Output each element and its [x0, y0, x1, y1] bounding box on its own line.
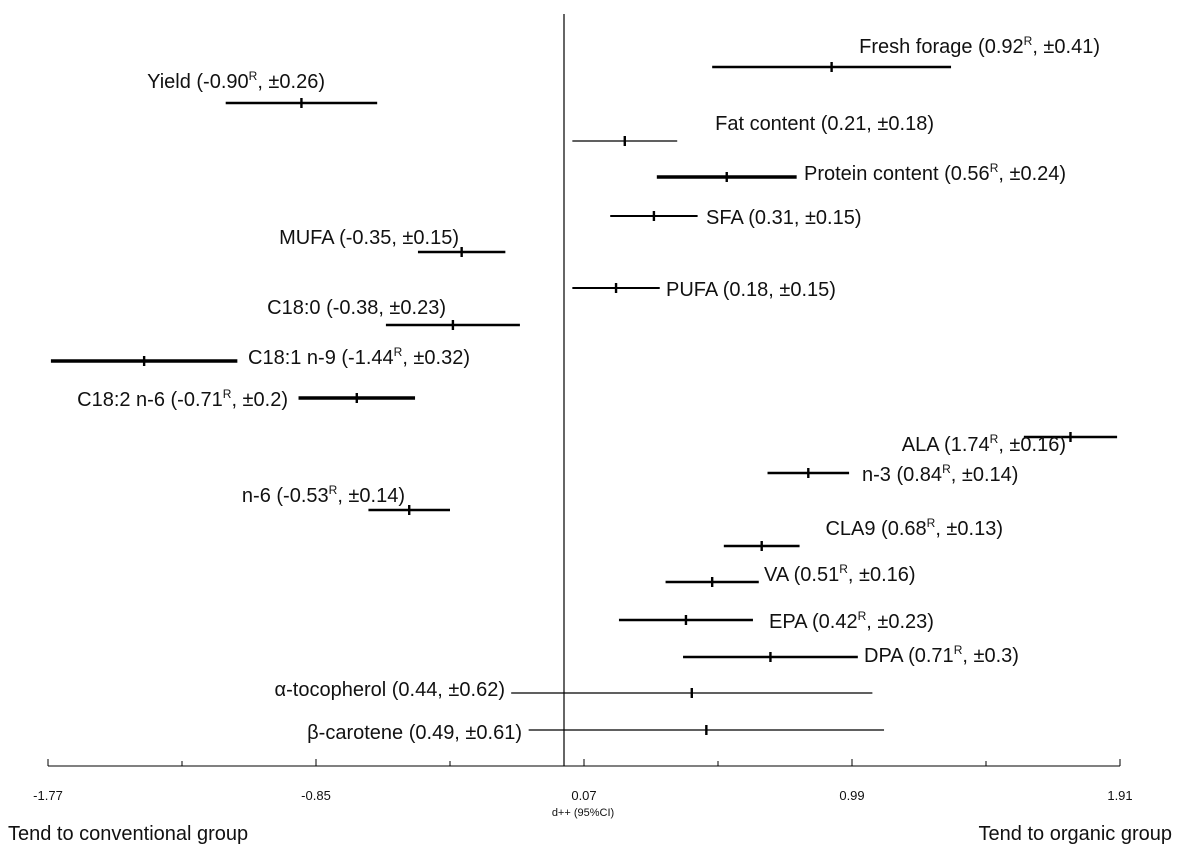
label-text: β-carotene (0.49, ±0.61) [307, 722, 522, 744]
row-label: CLA9 (0.68R, ±0.13) [825, 516, 1003, 540]
row-n-6: n-6 (-0.53R, ±0.14) [242, 483, 450, 515]
sup-mark: R [223, 387, 232, 401]
row-c18-0: C18:0 (-0.38, ±0.23) [267, 297, 520, 330]
sup-mark: R [990, 161, 999, 175]
sup-mark: R [927, 516, 936, 530]
label-text: Protein content (0.56 [804, 163, 990, 185]
row-dpa: DPA (0.71R, ±0.3) [683, 643, 1019, 667]
row-label: Yield (-0.90R, ±0.26) [147, 69, 325, 93]
label-text: Fat content (0.21, ±0.18) [715, 113, 934, 135]
label-text: EPA (0.42 [769, 611, 858, 633]
x-tick-label: 0.99 [839, 788, 864, 803]
label-text: DPA (0.71 [864, 645, 954, 667]
row-sfa: SFA (0.31, ±0.15) [610, 207, 862, 229]
x-axis-label: d++ (95%CI) [552, 807, 614, 819]
row-fresh-forage: Fresh forage (0.92R, ±0.41) [712, 34, 1100, 72]
label-end: , ±0.13) [935, 518, 1003, 540]
x-tick-label: -1.77 [33, 788, 63, 803]
x-axis-tick-labels: -1.77 -0.85 0.07 0.99 1.91 [33, 788, 1132, 803]
row-epa: EPA (0.42R, ±0.23) [618, 609, 934, 633]
label-end: , ±0.23) [866, 611, 934, 633]
row-label: Fresh forage (0.92R, ±0.41) [859, 34, 1100, 58]
sup-mark: R [858, 609, 867, 623]
label-text: Yield (-0.90 [147, 71, 249, 93]
label-end: , ±0.2) [231, 389, 288, 411]
right-caption: Tend to organic group [979, 823, 1172, 845]
row-label: DPA (0.71R, ±0.3) [864, 643, 1019, 667]
row-cla9: CLA9 (0.68R, ±0.13) [723, 516, 1003, 551]
label-text: C18:0 (-0.38, ±0.23) [267, 297, 446, 319]
label-end: , ±0.24) [998, 163, 1066, 185]
label-end: , ±0.14) [951, 464, 1019, 486]
x-tick-label: 0.07 [571, 788, 596, 803]
label-text: n-6 (-0.53 [242, 485, 329, 507]
row-fat-content: Fat content (0.21, ±0.18) [572, 113, 934, 146]
row-yield: Yield (-0.90R, ±0.26) [147, 69, 378, 108]
row-pufa: PUFA (0.18, ±0.15) [572, 279, 836, 301]
label-text: α-tocopherol (0.44, ±0.62) [275, 679, 505, 701]
sup-mark: R [249, 69, 258, 83]
row-c18-2-n-6: C18:2 n-6 (-0.71R, ±0.2) [77, 387, 416, 411]
row-n-3: n-3 (0.84R, ±0.14) [767, 462, 1018, 486]
sup-mark: R [954, 643, 963, 657]
row-label: n-3 (0.84R, ±0.14) [862, 462, 1018, 486]
sup-mark: R [394, 345, 403, 359]
row-label: VA (0.51R, ±0.16) [764, 562, 916, 586]
label-end: , ±0.41) [1032, 36, 1100, 58]
sup-mark: R [329, 483, 338, 497]
label-text: Fresh forage (0.92 [859, 36, 1024, 58]
row-mufa: MUFA (-0.35, ±0.15) [279, 227, 506, 257]
row-ala: ALA (1.74R, ±0.16) [902, 432, 1118, 456]
sup-mark: R [1024, 34, 1033, 48]
row-label: PUFA (0.18, ±0.15) [666, 279, 836, 301]
row-label: C18:1 n-9 (-1.44R, ±0.32) [248, 345, 470, 369]
row-label: EPA (0.42R, ±0.23) [769, 609, 934, 633]
row-label: C18:2 n-6 (-0.71R, ±0.2) [77, 387, 288, 411]
row-label: n-6 (-0.53R, ±0.14) [242, 483, 405, 507]
label-text: CLA9 (0.68 [825, 518, 926, 540]
row-label: β-carotene (0.49, ±0.61) [307, 722, 522, 744]
sup-mark: R [942, 462, 951, 476]
label-end: , ±0.3) [962, 645, 1019, 667]
x-tick-label: -0.85 [301, 788, 331, 803]
label-text: SFA (0.31, ±0.15) [706, 207, 862, 229]
label-end: , ±0.16) [848, 564, 916, 586]
row-label: ALA (1.74R, ±0.16) [902, 432, 1066, 456]
row-label: Fat content (0.21, ±0.18) [715, 113, 934, 135]
row-label: C18:0 (-0.38, ±0.23) [267, 297, 446, 319]
label-text: C18:1 n-9 (-1.44 [248, 347, 394, 369]
row-label: SFA (0.31, ±0.15) [706, 207, 862, 229]
row--carotene: β-carotene (0.49, ±0.61) [307, 722, 885, 744]
row--tocopherol: α-tocopherol (0.44, ±0.62) [275, 679, 873, 701]
label-text: ALA (1.74 [902, 434, 990, 456]
label-end: , ±0.26) [257, 71, 325, 93]
label-text: n-3 (0.84 [862, 464, 942, 486]
row-label: α-tocopherol (0.44, ±0.62) [275, 679, 505, 701]
sup-mark: R [990, 432, 999, 446]
label-text: PUFA (0.18, ±0.15) [666, 279, 836, 301]
label-text: VA (0.51 [764, 564, 839, 586]
forest-rows: Fresh forage (0.92R, ±0.41)Yield (-0.90R… [50, 34, 1118, 744]
row-va: VA (0.51R, ±0.16) [665, 562, 916, 587]
x-tick-label: 1.91 [1107, 788, 1132, 803]
row-label: MUFA (-0.35, ±0.15) [279, 227, 459, 249]
left-caption: Tend to conventional group [8, 823, 248, 845]
label-end: , ±0.16) [998, 434, 1066, 456]
label-end: , ±0.32) [402, 347, 470, 369]
label-text: MUFA (-0.35, ±0.15) [279, 227, 459, 249]
row-c18-1-n-9: C18:1 n-9 (-1.44R, ±0.32) [50, 345, 470, 369]
label-end: , ±0.14) [337, 485, 405, 507]
row-label: Protein content (0.56R, ±0.24) [804, 161, 1066, 185]
sup-mark: R [839, 562, 848, 576]
x-axis-ticks [47, 759, 1121, 766]
row-protein-content: Protein content (0.56R, ±0.24) [656, 161, 1066, 185]
label-text: C18:2 n-6 (-0.71 [77, 389, 223, 411]
